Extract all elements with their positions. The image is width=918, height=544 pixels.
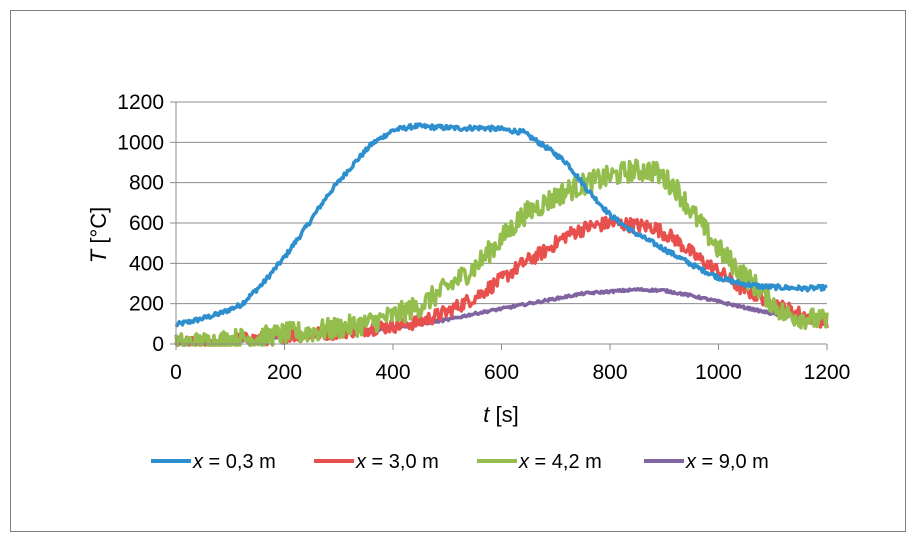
x-tick-label: 400 <box>375 361 410 384</box>
axes <box>170 101 828 350</box>
x-axis-title: t [s] <box>483 402 518 427</box>
legend-label: x = 4,2 m <box>518 451 602 473</box>
series-line-3 <box>174 158 829 347</box>
y-tick-label: 1200 <box>117 91 164 114</box>
y-tick-label: 600 <box>129 212 164 235</box>
y-axis-unit: [°C] <box>86 207 111 250</box>
chart-frame: 0 200 400 600 800 1000 1200 0 200 400 600 800 1000 12… <box>10 10 906 532</box>
legend-label-rest: = 3,0 m <box>366 451 439 473</box>
y-axis-title: T [°C] <box>86 207 111 263</box>
legend-label-rest: = 0,3 m <box>203 451 276 473</box>
x-axis-unit: [s] <box>489 402 518 427</box>
y-tick-label: 400 <box>129 252 164 275</box>
legend-label-var: x <box>355 451 367 473</box>
x-tick-label: 800 <box>592 361 627 384</box>
legend-label-rest: = 4,2 m <box>529 451 602 473</box>
y-tick-label: 800 <box>129 172 164 195</box>
line-chart: 0 200 400 600 800 1000 1200 0 200 400 600 800 1000 12… <box>86 91 850 473</box>
y-tick-label: 200 <box>129 293 164 316</box>
gridlines <box>176 101 827 305</box>
legend-label-var: x <box>685 451 697 473</box>
legend-label-var: x <box>518 451 530 473</box>
legend-label: x = 9,0 m <box>685 451 769 473</box>
series-line-1 <box>174 122 828 328</box>
x-tick-label: 1000 <box>695 361 742 384</box>
x-tick-label: 1200 <box>804 361 851 384</box>
legend-label-var: x <box>192 451 204 473</box>
legend-label: x = 0,3 m <box>192 451 276 473</box>
x-axis-variable: t <box>483 402 490 427</box>
legend-label: x = 3,0 m <box>355 451 439 473</box>
x-tick-label: 600 <box>484 361 519 384</box>
tick-labels: 0 200 400 600 800 1000 1200 0 200 400 600 800 1000 12… <box>117 91 850 384</box>
x-tick-label: 0 <box>170 361 182 384</box>
y-tick-label: 0 <box>152 333 164 356</box>
y-axis-variable: T <box>86 248 111 263</box>
x-tick-label: 200 <box>267 361 302 384</box>
legend-label-rest: = 9,0 m <box>696 451 769 473</box>
series-layer <box>174 122 829 347</box>
y-tick-label: 1000 <box>117 131 164 154</box>
